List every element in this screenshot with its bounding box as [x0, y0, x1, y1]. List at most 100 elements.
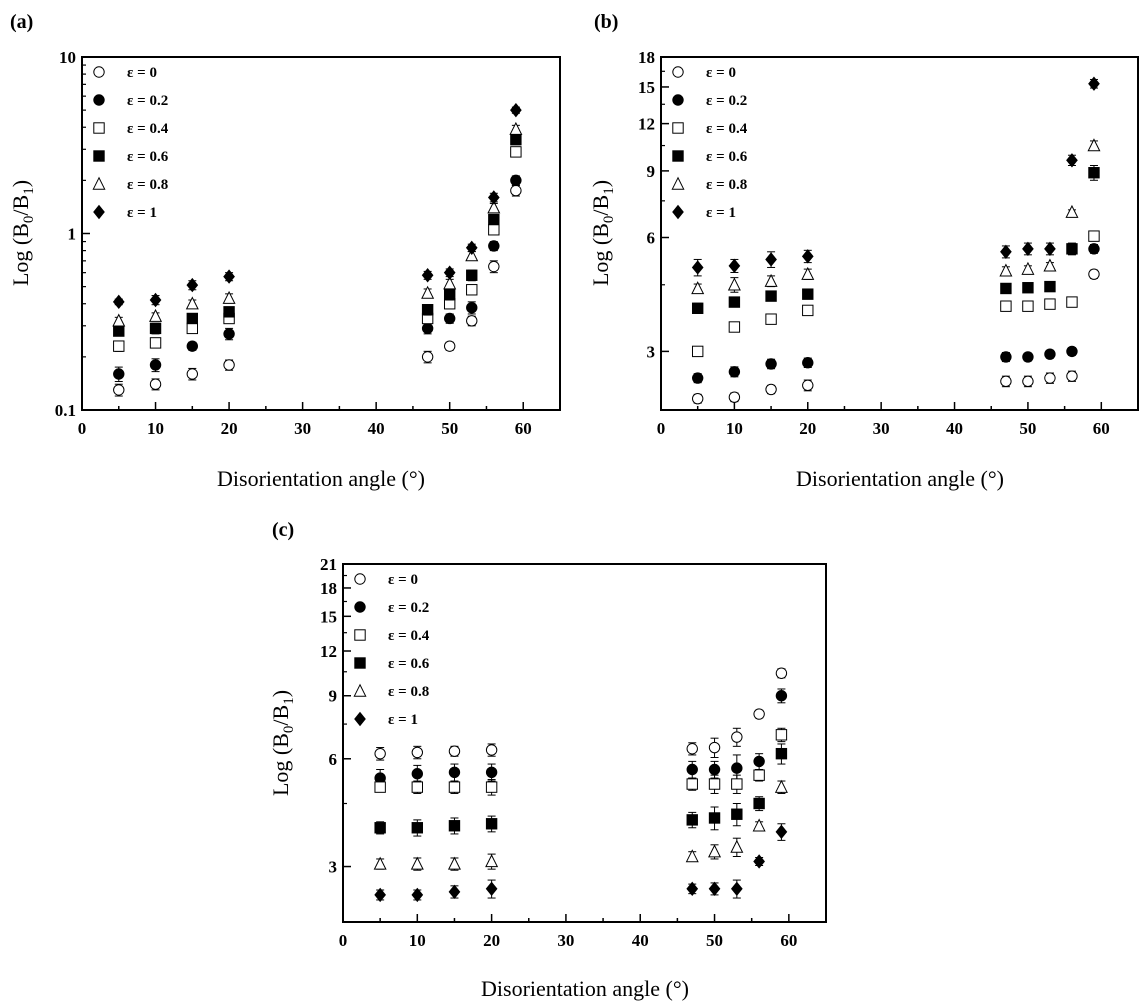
data-point	[802, 304, 814, 317]
data-point	[802, 357, 814, 369]
x-tick-label: 60	[1093, 419, 1110, 438]
series-2	[374, 727, 788, 796]
data-point	[223, 359, 235, 371]
data-point	[1066, 345, 1078, 358]
x-tick-label: 50	[441, 419, 458, 438]
data-point	[411, 781, 424, 793]
data-point	[731, 808, 743, 820]
data-point	[488, 224, 500, 236]
data-point	[730, 839, 744, 853]
series-0	[691, 268, 1100, 405]
data-point	[691, 302, 704, 314]
data-point	[374, 747, 386, 760]
data-point	[466, 284, 478, 296]
data-point	[223, 306, 235, 318]
data-point	[775, 690, 788, 702]
legend-marker	[672, 122, 684, 134]
data-point	[443, 265, 456, 280]
y-tick-label: 9	[329, 687, 338, 706]
series-1	[691, 243, 1100, 384]
data-point	[686, 743, 698, 755]
data-point	[373, 856, 387, 870]
legend-marker	[93, 122, 105, 134]
legend-marker	[353, 683, 367, 697]
legend: ε = 0 ε = 0.2 ε = 0.4 ε = 0.6 ε = 0.8 ε = 1	[671, 65, 748, 221]
legend-label: ε = 0	[127, 65, 157, 81]
data-point	[801, 249, 814, 264]
data-point	[1088, 167, 1100, 179]
y-tick-label: 3	[329, 858, 338, 877]
legend-marker	[354, 573, 366, 585]
legend-marker	[354, 629, 366, 641]
data-point	[185, 296, 199, 310]
series-3	[691, 165, 1100, 314]
data-point	[728, 391, 741, 403]
data-point	[149, 292, 162, 308]
data-point	[374, 781, 386, 793]
data-point	[1066, 153, 1078, 168]
data-point	[1065, 204, 1079, 218]
data-point	[1022, 351, 1034, 363]
data-point	[411, 768, 424, 780]
x-tick-label: 20	[221, 419, 238, 438]
panel-label: (b)	[594, 11, 618, 33]
data-point	[774, 779, 788, 793]
legend-label: ε = 0.2	[127, 93, 168, 109]
data-point	[510, 146, 522, 158]
x-tick-label: 0	[657, 419, 666, 438]
data-point	[753, 708, 765, 720]
data-point	[1000, 300, 1012, 312]
data-point	[510, 184, 522, 197]
x-tick-label: 30	[873, 419, 890, 438]
legend-marker	[672, 204, 684, 220]
data-point	[485, 781, 498, 793]
y-axis-title: Log (B0/B1)	[268, 690, 297, 796]
data-point	[1000, 244, 1012, 259]
data-point	[421, 268, 434, 283]
data-point	[686, 814, 698, 826]
legend-label: ε = 1	[706, 205, 736, 221]
x-tick-label: 30	[294, 419, 311, 438]
data-point	[765, 290, 777, 302]
data-point	[1087, 138, 1101, 152]
data-point	[421, 351, 434, 363]
data-point	[112, 313, 126, 327]
data-point	[113, 384, 125, 396]
data-point	[113, 368, 125, 380]
y-axis-title: Log (B0/B1)	[588, 180, 617, 286]
y-tick-label: 15	[320, 607, 337, 626]
data-point	[753, 797, 765, 810]
data-point	[448, 766, 461, 779]
legend-marker	[354, 711, 366, 727]
legend-marker	[672, 94, 684, 106]
data-point	[1088, 268, 1100, 280]
data-point	[1043, 258, 1057, 272]
data-point	[764, 273, 778, 287]
data-point	[686, 763, 698, 776]
data-point	[448, 884, 461, 900]
data-point	[802, 379, 814, 392]
series-5	[112, 102, 522, 310]
series-1	[374, 688, 788, 788]
data-point	[999, 263, 1013, 277]
data-point	[485, 818, 498, 830]
y-tick-label: 6	[329, 750, 338, 769]
data-point	[728, 258, 741, 274]
x-axis-title: Disorientation angle (°)	[217, 466, 425, 491]
data-point	[186, 312, 199, 325]
data-point	[753, 854, 765, 869]
x-tick-label: 50	[1019, 419, 1036, 438]
data-point	[223, 269, 235, 284]
data-point	[443, 289, 456, 301]
data-point	[1088, 243, 1100, 255]
x-tick-label: 40	[368, 419, 385, 438]
x-tick-label: 10	[409, 931, 426, 950]
data-point	[149, 378, 162, 390]
data-point	[730, 881, 743, 896]
data-point	[223, 328, 235, 340]
data-point	[510, 133, 522, 146]
y-tick-label: 0.1	[55, 401, 76, 420]
data-point	[113, 340, 125, 352]
data-point	[509, 121, 523, 135]
